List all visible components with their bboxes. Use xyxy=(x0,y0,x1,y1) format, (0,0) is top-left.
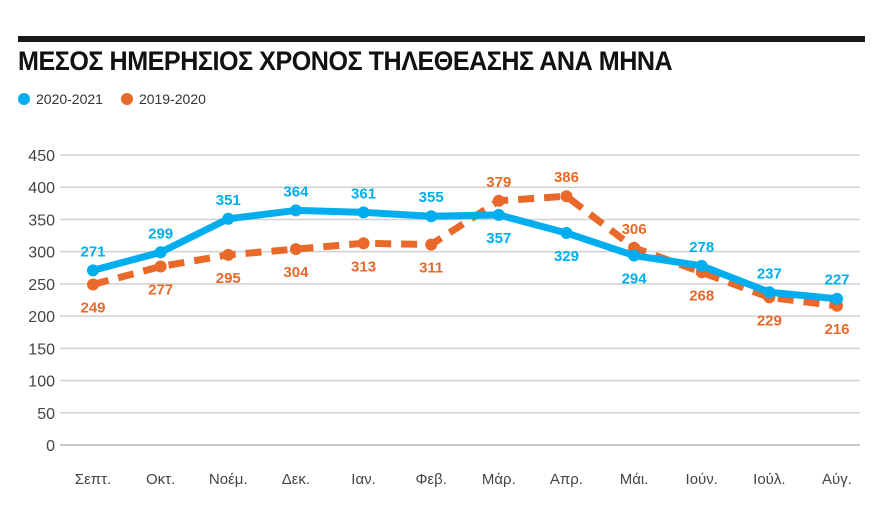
data-point xyxy=(87,264,99,277)
series-line-2019-2020 xyxy=(92,192,838,310)
data-label: 277 xyxy=(148,281,173,298)
x-tick-label: Αύγ. xyxy=(822,471,852,488)
y-tick-label: 50 xyxy=(37,406,55,423)
data-point xyxy=(492,208,505,221)
y-tick-label: 400 xyxy=(28,180,55,197)
data-point xyxy=(831,292,843,305)
data-point xyxy=(222,248,235,261)
top-rule xyxy=(18,36,865,42)
data-point xyxy=(154,246,167,259)
data-point xyxy=(154,260,167,273)
data-label: 329 xyxy=(554,248,579,265)
data-label: 229 xyxy=(757,312,782,329)
data-point xyxy=(695,259,708,272)
data-label: 295 xyxy=(216,270,241,287)
data-point xyxy=(425,238,438,251)
y-tick-label: 150 xyxy=(28,341,55,358)
legend-swatch xyxy=(18,93,30,105)
y-tick-label: 200 xyxy=(28,309,55,326)
x-tick-label: Ιούλ. xyxy=(753,471,785,488)
legend-item-2019-2020: 2019-2020 xyxy=(120,91,206,107)
data-point xyxy=(289,243,302,256)
legend: 2020-2021 2019-2020 xyxy=(18,91,206,107)
data-label: 351 xyxy=(216,192,241,209)
data-label: 294 xyxy=(622,271,648,288)
data-label: 306 xyxy=(622,221,647,238)
x-tick-label: Μάι. xyxy=(620,471,649,488)
data-label: 268 xyxy=(689,287,714,304)
data-point xyxy=(289,204,302,217)
chart-title: ΜΕΣΟΣ ΗΜΕΡΗΣΙΟΣ ΧΡΟΝΟΣ ΤΗΛΕΘΕΑΣΗΣ ΑΝΑ ΜΗ… xyxy=(18,46,673,76)
data-label: 227 xyxy=(824,272,849,289)
x-tick-label: Σεπτ. xyxy=(75,471,111,488)
data-label: 299 xyxy=(148,225,173,242)
data-label: 355 xyxy=(419,189,444,206)
x-tick-label: Δεκ. xyxy=(282,471,310,488)
legend-swatch xyxy=(120,93,133,105)
y-tick-label: 300 xyxy=(28,245,55,262)
data-point xyxy=(628,249,641,262)
data-label: 216 xyxy=(824,321,849,338)
data-label: 304 xyxy=(283,264,309,281)
y-tick-label: 0 xyxy=(46,438,55,455)
y-tick-label: 450 xyxy=(28,148,55,165)
series-line-2020-2021 xyxy=(92,206,838,303)
data-point xyxy=(222,212,235,225)
data-point xyxy=(560,226,573,239)
legend-item-2020-2021: 2020-2021 xyxy=(18,91,103,107)
data-point xyxy=(560,190,573,203)
x-tick-label: Νοέμ. xyxy=(209,471,248,488)
data-label: 271 xyxy=(80,243,105,260)
x-tick-label: Ιούν. xyxy=(686,471,718,488)
data-label: 278 xyxy=(689,239,714,256)
x-tick-label: Ιαν. xyxy=(351,471,376,488)
data-point xyxy=(492,194,505,207)
x-tick-label: Μάρ. xyxy=(482,471,516,488)
legend-label: 2020-2021 xyxy=(36,91,103,107)
x-tick-label: Οκτ. xyxy=(146,471,175,488)
data-point xyxy=(357,206,370,219)
data-label: 364 xyxy=(283,183,309,200)
data-label: 249 xyxy=(80,300,105,317)
x-tick-label: Απρ. xyxy=(550,471,583,488)
data-label: 311 xyxy=(419,260,443,277)
y-tick-label: 350 xyxy=(28,212,55,229)
data-label: 357 xyxy=(486,230,511,247)
data-point xyxy=(425,210,438,223)
data-label: 313 xyxy=(351,258,376,275)
data-label: 379 xyxy=(486,174,511,191)
y-tick-label: 100 xyxy=(28,374,55,391)
data-point xyxy=(763,286,776,299)
data-label: 386 xyxy=(554,169,579,186)
legend-label: 2019-2020 xyxy=(138,91,206,107)
data-label: 237 xyxy=(757,265,782,282)
data-point xyxy=(357,237,370,250)
data-label: 361 xyxy=(351,185,376,202)
y-tick-label: 250 xyxy=(28,277,55,294)
x-tick-label: Φεβ. xyxy=(415,471,446,488)
data-point xyxy=(87,278,99,291)
